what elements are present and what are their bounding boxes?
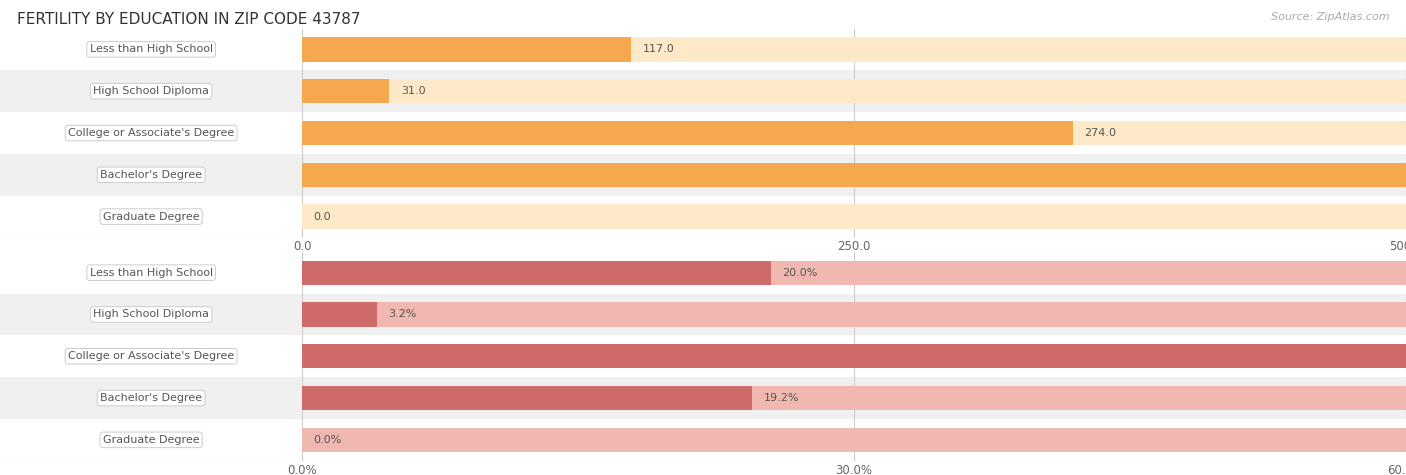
Text: 3.2%: 3.2% [388, 309, 418, 320]
Bar [0, 112, 1406, 154]
Text: 0.0%: 0.0% [314, 435, 342, 445]
Bar [302, 344, 1406, 369]
Text: 117.0: 117.0 [643, 44, 675, 55]
Text: Graduate Degree: Graduate Degree [103, 211, 200, 222]
Bar [302, 121, 1406, 145]
Bar [302, 79, 1406, 104]
Bar [0, 335, 1406, 377]
Text: Source: ZipAtlas.com: Source: ZipAtlas.com [1271, 12, 1389, 22]
Bar [302, 302, 377, 327]
Bar [302, 37, 631, 62]
Bar [302, 302, 1406, 327]
Bar [302, 204, 1406, 229]
Text: 0.0: 0.0 [314, 211, 332, 222]
Bar [302, 162, 1406, 187]
Bar [0, 252, 1406, 294]
Text: Bachelor's Degree: Bachelor's Degree [100, 393, 202, 403]
Bar [302, 428, 1406, 452]
Bar [302, 79, 389, 104]
Text: College or Associate's Degree: College or Associate's Degree [67, 128, 235, 138]
Bar [302, 260, 1406, 285]
Bar [302, 260, 770, 285]
Text: 274.0: 274.0 [1084, 128, 1116, 138]
Bar [0, 154, 1406, 196]
Bar [302, 386, 1406, 410]
Bar [302, 162, 1406, 187]
Text: 19.2%: 19.2% [763, 393, 799, 403]
Bar [302, 37, 1406, 62]
Text: College or Associate's Degree: College or Associate's Degree [67, 351, 235, 361]
Text: 31.0: 31.0 [401, 86, 426, 96]
Bar [0, 28, 1406, 70]
Bar [0, 70, 1406, 112]
Bar [0, 377, 1406, 419]
Text: Bachelor's Degree: Bachelor's Degree [100, 170, 202, 180]
Text: Less than High School: Less than High School [90, 44, 212, 55]
Bar [0, 419, 1406, 461]
Bar [302, 386, 752, 410]
Bar [0, 196, 1406, 238]
Text: Less than High School: Less than High School [90, 267, 212, 278]
Text: Graduate Degree: Graduate Degree [103, 435, 200, 445]
Text: High School Diploma: High School Diploma [93, 309, 209, 320]
Text: FERTILITY BY EDUCATION IN ZIP CODE 43787: FERTILITY BY EDUCATION IN ZIP CODE 43787 [17, 12, 360, 27]
Text: 20.0%: 20.0% [782, 267, 817, 278]
Bar [302, 344, 1406, 369]
Bar [0, 294, 1406, 335]
Bar [302, 121, 1073, 145]
Text: High School Diploma: High School Diploma [93, 86, 209, 96]
